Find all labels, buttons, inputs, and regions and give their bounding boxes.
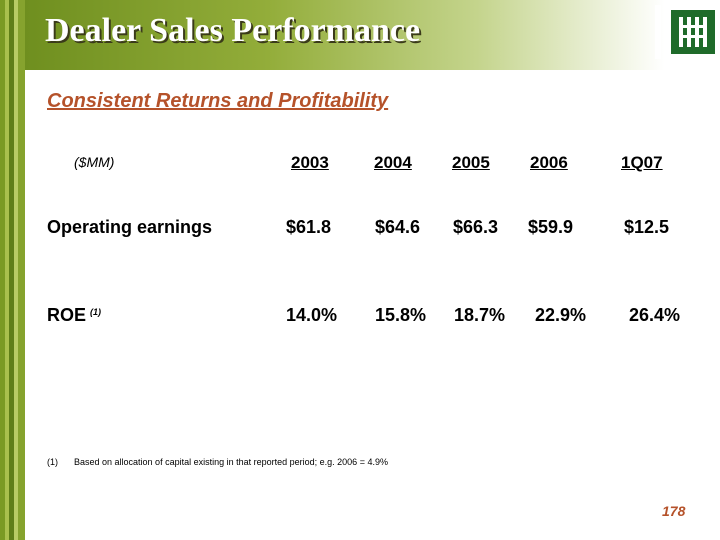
row-label: Operating earnings: [47, 217, 213, 237]
column-header: 2006: [530, 153, 568, 172]
footnote-text: Based on allocation of capital existing …: [74, 457, 388, 467]
section-subtitle: Consistent Returns and Profitability: [47, 90, 389, 112]
footnote-marker: (1): [90, 307, 102, 317]
table-cell: $61.8: [286, 217, 332, 237]
table-cell: $59.9: [528, 217, 574, 237]
column-header: 2003: [291, 153, 329, 172]
table-cell: $12.5: [624, 217, 670, 237]
units-label: ($MM): [74, 154, 115, 170]
column-header: 2004: [374, 153, 412, 172]
table-cell: $66.3: [453, 217, 499, 237]
footnote-number: (1): [47, 457, 58, 467]
header-band: [25, 0, 720, 70]
company-logo-icon: [670, 9, 716, 55]
table-cell: 18.7%: [454, 305, 506, 325]
divider-bar: [655, 5, 661, 59]
column-header: 2005: [452, 153, 490, 172]
table-cell: 26.4%: [629, 305, 681, 325]
page-title: Dealer Sales Performance: [45, 12, 421, 49]
table-cell: 15.8%: [375, 305, 427, 325]
left-stripes: [0, 0, 25, 540]
row-label: ROE (1): [47, 305, 101, 326]
column-header: 1Q07: [621, 153, 663, 172]
table-cell: 14.0%: [286, 305, 338, 325]
row-label-text: ROE: [47, 305, 87, 325]
page-number: 178: [662, 503, 686, 519]
table-cell: $64.6: [375, 217, 421, 237]
table-cell: 22.9%: [535, 305, 587, 325]
